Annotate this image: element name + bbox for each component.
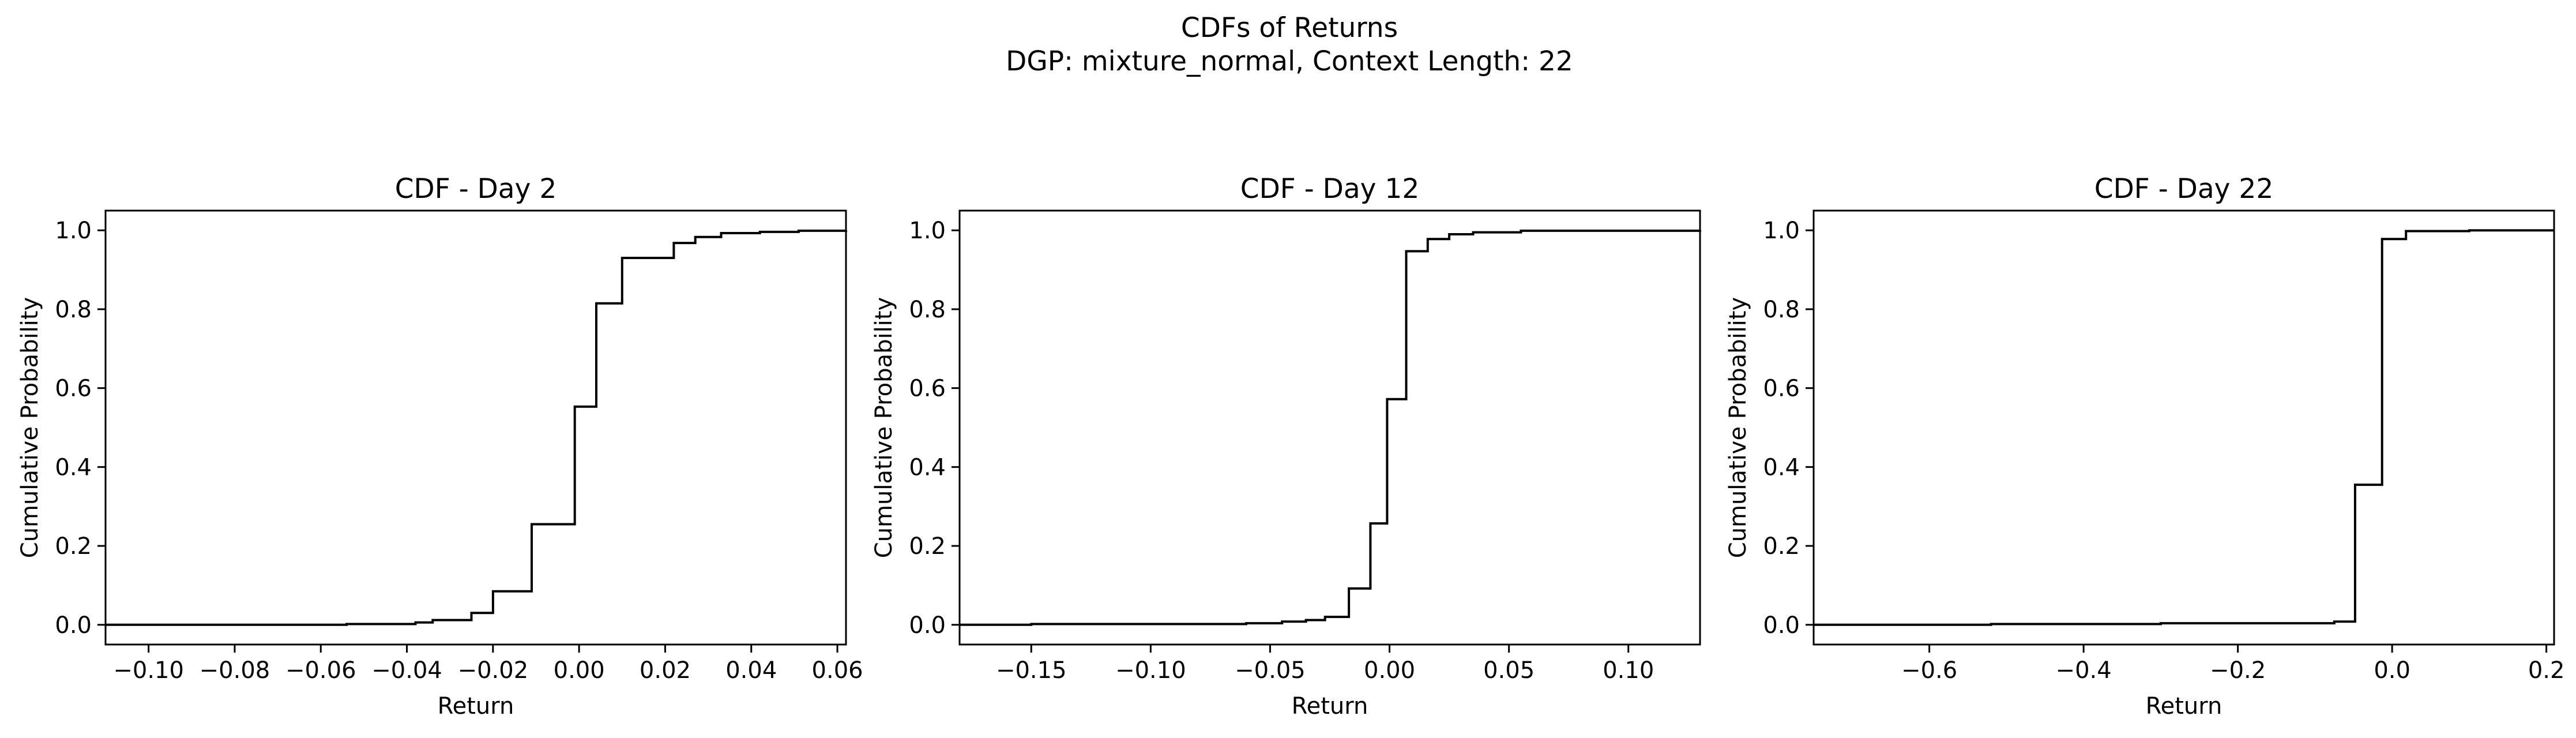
x-tick-label: 0.05 bbox=[1483, 657, 1535, 684]
y-axis-label: Cumulative Probability bbox=[871, 297, 897, 558]
cdf-step-line bbox=[960, 229, 1701, 626]
x-tick-label: −0.06 bbox=[285, 657, 356, 684]
y-tick-label: 0.0 bbox=[55, 612, 92, 639]
y-tick-label: 0.4 bbox=[909, 454, 946, 481]
x-tick-label: −0.2 bbox=[2210, 657, 2266, 684]
x-tick-label: −0.4 bbox=[2056, 657, 2112, 684]
y-tick-label: 0.8 bbox=[909, 297, 946, 323]
x-tick-label: −0.10 bbox=[113, 657, 184, 684]
x-tick-label: 0.2 bbox=[2528, 657, 2565, 684]
x-tick-label: −0.02 bbox=[458, 657, 529, 684]
axes-frame bbox=[958, 209, 1701, 646]
y-tick-label: 0.6 bbox=[55, 376, 92, 402]
y-tick-label: 1.0 bbox=[909, 218, 946, 244]
cdf-step-line bbox=[106, 229, 847, 626]
x-tick-label: 0.04 bbox=[725, 657, 777, 684]
axes-frame bbox=[1812, 209, 2555, 646]
x-tick-label: −0.6 bbox=[1901, 657, 1957, 684]
x-tick-label: −0.05 bbox=[1235, 657, 1306, 684]
figure-title-line1: CDFs of Returns bbox=[1181, 12, 1398, 44]
x-tick-label: −0.10 bbox=[1115, 657, 1186, 684]
y-tick-label: 1.0 bbox=[55, 218, 92, 244]
x-axis-label: Return bbox=[2146, 693, 2222, 720]
y-axis-label: Cumulative Probability bbox=[1725, 297, 1751, 558]
subplot-2: CDF - Day 12 −0.15 −0.10 −0.05 0.00 0.05 0.10 0… bbox=[871, 173, 1701, 720]
x-axis-label: Return bbox=[438, 693, 514, 720]
y-tick-label: 0.6 bbox=[909, 376, 946, 402]
y-tick-label: 0.0 bbox=[1763, 612, 1800, 639]
x-tick-label: 0.0 bbox=[2374, 657, 2410, 684]
y-tick-label: 0.4 bbox=[55, 454, 92, 481]
y-tick-label: 0.2 bbox=[1763, 533, 1800, 560]
x-tick-label: 0.00 bbox=[1364, 657, 1415, 684]
y-tick-label: 0.4 bbox=[1763, 454, 1800, 481]
cdf-step-line bbox=[1814, 229, 2554, 626]
subplot-title: CDF - Day 22 bbox=[2094, 173, 2273, 205]
subplot-title: CDF - Day 12 bbox=[1240, 173, 1419, 205]
x-tick-label: 0.10 bbox=[1603, 657, 1654, 684]
x-tick-label: −0.08 bbox=[200, 657, 270, 684]
figure-title-line2: DGP: mixture_normal, Context Length: 22 bbox=[1006, 46, 1573, 77]
y-tick-label: 0.8 bbox=[1763, 297, 1800, 323]
y-tick-label: 0.0 bbox=[909, 612, 946, 639]
y-tick-label: 0.6 bbox=[1763, 376, 1800, 402]
x-tick-label: 0.02 bbox=[640, 657, 691, 684]
subplot-1: CDF - Day 2−0.10 −0.08 −0.06 −0.04 −0.02 0.00… bbox=[17, 173, 863, 720]
axes-frame bbox=[104, 209, 847, 646]
x-axis-label: Return bbox=[1292, 693, 1368, 720]
y-tick-label: 1.0 bbox=[1763, 218, 1800, 244]
x-tick-label: 0.06 bbox=[812, 657, 863, 684]
x-tick-label: 0.00 bbox=[554, 657, 605, 684]
subplot-title: CDF - Day 2 bbox=[395, 173, 557, 205]
y-axis-label: Cumulative Probability bbox=[17, 297, 43, 558]
y-tick-label: 0.2 bbox=[909, 533, 946, 560]
y-tick-label: 0.2 bbox=[55, 533, 92, 560]
x-tick-label: −0.15 bbox=[996, 657, 1067, 684]
y-tick-label: 0.8 bbox=[55, 297, 92, 323]
x-tick-label: −0.04 bbox=[371, 657, 442, 684]
subplot-3: CDF - Day 22 −0.6 −0.4 −0.2 0.0 0.2 0.0 0.2 0.4 0… bbox=[1725, 173, 2564, 720]
subplots: CDF - Day 2−0.10 −0.08 −0.06 −0.04 −0.02 0.00… bbox=[17, 173, 2564, 720]
